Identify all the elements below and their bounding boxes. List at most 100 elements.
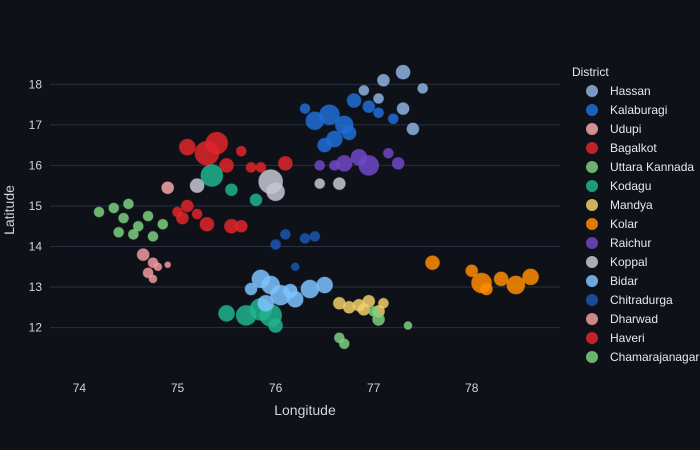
- data-point[interactable]: [403, 321, 413, 331]
- data-point[interactable]: [245, 161, 257, 173]
- data-point[interactable]: [189, 178, 205, 194]
- legend-item[interactable]: Hassan: [586, 84, 651, 98]
- legend-item[interactable]: Bagalkot: [586, 141, 657, 155]
- data-point[interactable]: [309, 230, 321, 242]
- data-point[interactable]: [377, 297, 389, 309]
- data-point[interactable]: [244, 282, 258, 296]
- data-point[interactable]: [200, 164, 224, 188]
- data-point[interactable]: [257, 294, 275, 312]
- data-point[interactable]: [153, 262, 163, 272]
- data-point[interactable]: [148, 274, 158, 284]
- data-point[interactable]: [387, 113, 399, 125]
- data-point[interactable]: [219, 157, 235, 173]
- data-point[interactable]: [391, 156, 405, 170]
- data-point[interactable]: [373, 107, 385, 119]
- data-point[interactable]: [341, 125, 357, 141]
- data-point[interactable]: [319, 104, 341, 126]
- legend-label: Mandya: [610, 198, 653, 212]
- data-point[interactable]: [358, 84, 370, 96]
- data-point[interactable]: [328, 159, 340, 171]
- legend-item[interactable]: Kodagu: [586, 179, 651, 193]
- data-point[interactable]: [235, 145, 247, 157]
- data-point[interactable]: [172, 206, 183, 218]
- data-point[interactable]: [268, 318, 284, 334]
- legend-item[interactable]: Kalaburagi: [586, 103, 667, 117]
- legend-item[interactable]: Koppal: [586, 255, 647, 269]
- data-point[interactable]: [164, 261, 172, 269]
- data-point[interactable]: [142, 267, 154, 279]
- data-point[interactable]: [522, 268, 540, 286]
- legend-item[interactable]: Kolar: [586, 217, 638, 231]
- y-tick-label: 13: [29, 280, 43, 294]
- data-point[interactable]: [218, 304, 236, 322]
- legend-item[interactable]: Dharwad: [586, 312, 658, 326]
- data-point[interactable]: [382, 147, 394, 159]
- data-point[interactable]: [180, 199, 194, 213]
- data-point[interactable]: [479, 282, 493, 296]
- data-point[interactable]: [299, 103, 311, 115]
- data-point[interactable]: [122, 198, 134, 210]
- data-point[interactable]: [157, 218, 169, 230]
- data-point[interactable]: [266, 182, 286, 202]
- data-point[interactable]: [118, 212, 130, 224]
- data-point[interactable]: [178, 138, 196, 156]
- data-point[interactable]: [358, 154, 380, 176]
- data-point[interactable]: [317, 137, 333, 153]
- data-point[interactable]: [332, 177, 346, 191]
- data-point[interactable]: [93, 206, 105, 218]
- legend-marker: [586, 161, 598, 173]
- legend-item[interactable]: Chamarajanagar: [586, 350, 699, 364]
- data-point[interactable]: [314, 178, 326, 190]
- data-point[interactable]: [373, 93, 385, 105]
- data-point[interactable]: [191, 208, 203, 220]
- data-point[interactable]: [108, 202, 120, 214]
- data-point[interactable]: [372, 312, 386, 326]
- data-point[interactable]: [395, 64, 411, 80]
- data-point[interactable]: [417, 82, 429, 94]
- data-point[interactable]: [234, 219, 248, 233]
- legend-item[interactable]: Uttara Kannada: [586, 160, 694, 174]
- data-point[interactable]: [346, 93, 362, 109]
- data-point[interactable]: [127, 228, 139, 240]
- data-point[interactable]: [396, 102, 410, 116]
- legend-marker: [586, 294, 598, 306]
- data-point[interactable]: [357, 302, 371, 316]
- legend-item[interactable]: Udupi: [586, 122, 641, 136]
- data-point[interactable]: [506, 275, 526, 295]
- data-point[interactable]: [249, 193, 263, 207]
- data-point[interactable]: [425, 255, 440, 271]
- data-point[interactable]: [277, 155, 293, 171]
- data-point[interactable]: [113, 226, 125, 238]
- data-point[interactable]: [465, 264, 479, 278]
- legend-marker: [586, 275, 598, 287]
- legend-item[interactable]: Chitradurga: [586, 293, 673, 307]
- data-point[interactable]: [493, 271, 509, 287]
- data-point[interactable]: [205, 131, 229, 155]
- data-point[interactable]: [314, 159, 326, 171]
- legend-item[interactable]: Raichur: [586, 236, 651, 250]
- data-point[interactable]: [136, 248, 150, 262]
- data-point[interactable]: [142, 210, 154, 222]
- data-point[interactable]: [316, 276, 334, 294]
- data-point[interactable]: [299, 232, 311, 244]
- data-point[interactable]: [224, 183, 238, 197]
- data-point[interactable]: [290, 262, 300, 272]
- data-point[interactable]: [147, 230, 159, 242]
- data-point[interactable]: [255, 161, 267, 173]
- data-point[interactable]: [282, 283, 298, 299]
- data-point[interactable]: [199, 216, 215, 232]
- legend-item[interactable]: Mandya: [586, 198, 653, 212]
- data-point[interactable]: [376, 73, 390, 87]
- legend[interactable]: District Hassan Kalaburagi Udupi Bagalkot Ut…: [572, 65, 699, 364]
- legend-item[interactable]: Haveri: [586, 331, 645, 345]
- data-point[interactable]: [132, 220, 144, 232]
- legend-item[interactable]: Bidar: [586, 274, 638, 288]
- data-point[interactable]: [406, 122, 420, 136]
- data-point[interactable]: [161, 181, 175, 195]
- data-point[interactable]: [338, 338, 350, 350]
- data-point[interactable]: [362, 100, 376, 114]
- data-point[interactable]: [279, 228, 291, 240]
- data-point[interactable]: [270, 238, 282, 250]
- data-point[interactable]: [368, 305, 380, 317]
- data-point[interactable]: [300, 279, 320, 299]
